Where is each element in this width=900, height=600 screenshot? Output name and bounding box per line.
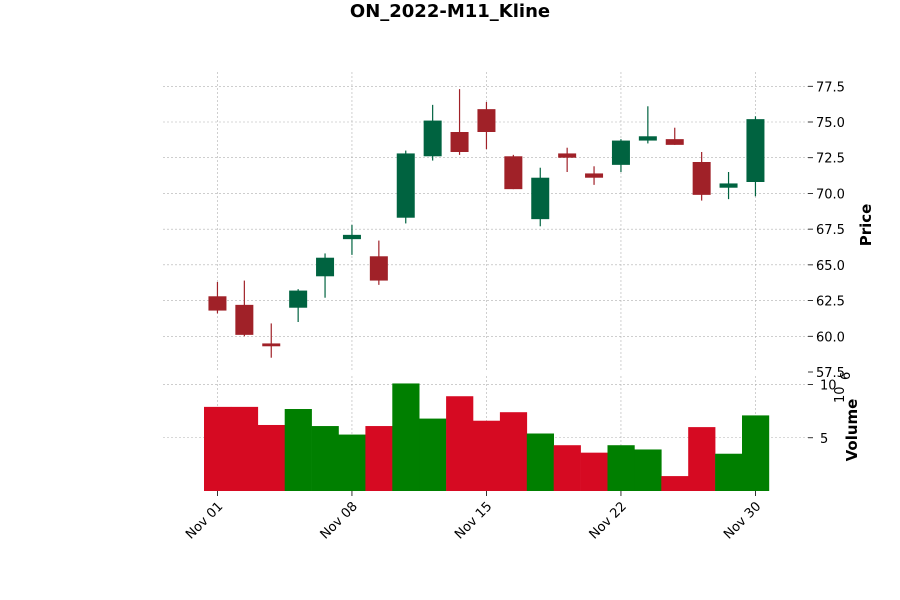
volume-bar bbox=[419, 418, 447, 491]
candle-body bbox=[423, 120, 442, 157]
x-tick-label: Nov 01 bbox=[183, 499, 226, 542]
x-tick-label: Nov 30 bbox=[721, 499, 764, 542]
candle-body bbox=[558, 153, 577, 158]
candle-body bbox=[665, 139, 684, 145]
volume-tick-label: 5 bbox=[820, 432, 828, 447]
volume-bar bbox=[634, 449, 662, 491]
volume-bar bbox=[715, 453, 743, 491]
price-grid bbox=[163, 72, 808, 372]
volume-bars bbox=[204, 383, 770, 491]
volume-bar bbox=[392, 383, 420, 491]
candle-body bbox=[289, 290, 308, 308]
x-tick-label: Nov 08 bbox=[318, 499, 361, 542]
volume-bar bbox=[311, 426, 339, 491]
candle-body bbox=[504, 156, 523, 190]
price-tick-label: 77.5 bbox=[816, 80, 845, 95]
volume-bar bbox=[257, 424, 285, 491]
candles bbox=[208, 89, 765, 358]
price-tick-label: 65.0 bbox=[816, 259, 845, 274]
volume-bar bbox=[742, 415, 770, 491]
price-tick-label: 67.5 bbox=[816, 223, 845, 238]
volume-bar bbox=[526, 433, 554, 491]
price-tick-label: 60.0 bbox=[816, 330, 845, 345]
volume-bar bbox=[553, 445, 581, 491]
volume-bar bbox=[284, 409, 312, 491]
volume-bar bbox=[230, 406, 259, 491]
x-tick-label: Nov 22 bbox=[587, 499, 630, 542]
price-axis-title: Price bbox=[857, 204, 875, 247]
candle-body bbox=[611, 140, 630, 165]
candle-body bbox=[316, 257, 335, 277]
price-tick-labels: 57.5 60.0 62.5 65.0 67.5 70.0 72.5 75.0 77.5 bbox=[808, 80, 845, 381]
candle-body bbox=[585, 173, 604, 178]
volume-bar bbox=[499, 412, 528, 491]
candle-body bbox=[719, 183, 738, 188]
candle-body bbox=[235, 304, 254, 335]
volume-bar bbox=[365, 426, 393, 491]
volume-bar bbox=[204, 406, 232, 491]
price-tick-label: 70.0 bbox=[816, 187, 845, 202]
volume-exponent-power: 6 bbox=[839, 372, 854, 380]
candle-body bbox=[746, 119, 765, 182]
x-tick-labels: Nov 01 Nov 08 Nov 15 Nov 22 Nov 30 bbox=[183, 491, 764, 542]
candle-body bbox=[450, 132, 469, 152]
volume-axis-title: Volume bbox=[843, 399, 861, 462]
volume-bar bbox=[607, 445, 635, 491]
candle-body bbox=[208, 296, 227, 311]
volume-bar bbox=[446, 396, 474, 491]
volume-bar bbox=[661, 476, 689, 491]
volume-bar bbox=[473, 420, 501, 491]
price-tick-label: 57.5 bbox=[816, 366, 845, 381]
volume-exponent-base: 10 bbox=[833, 386, 848, 403]
candle-body bbox=[692, 162, 711, 195]
candle-body bbox=[369, 256, 388, 281]
candle-body bbox=[262, 343, 281, 347]
chart-title: ON_2022-M11_Kline bbox=[350, 1, 550, 22]
candle-body bbox=[342, 234, 361, 240]
candle-body bbox=[396, 153, 415, 218]
volume-bar bbox=[338, 434, 366, 491]
price-tick-label: 75.0 bbox=[816, 116, 845, 131]
volume-tick-labels: 5 10 bbox=[808, 379, 837, 447]
volume-bar bbox=[688, 427, 716, 491]
candle-body bbox=[531, 177, 550, 220]
x-tick-label: Nov 15 bbox=[452, 499, 495, 542]
price-tick-label: 72.5 bbox=[816, 152, 845, 167]
volume-tick-label: 10 bbox=[820, 379, 837, 394]
candle-body bbox=[477, 109, 496, 132]
candle-body bbox=[638, 136, 657, 141]
volume-bar bbox=[580, 452, 608, 491]
price-tick-label: 62.5 bbox=[816, 295, 845, 310]
